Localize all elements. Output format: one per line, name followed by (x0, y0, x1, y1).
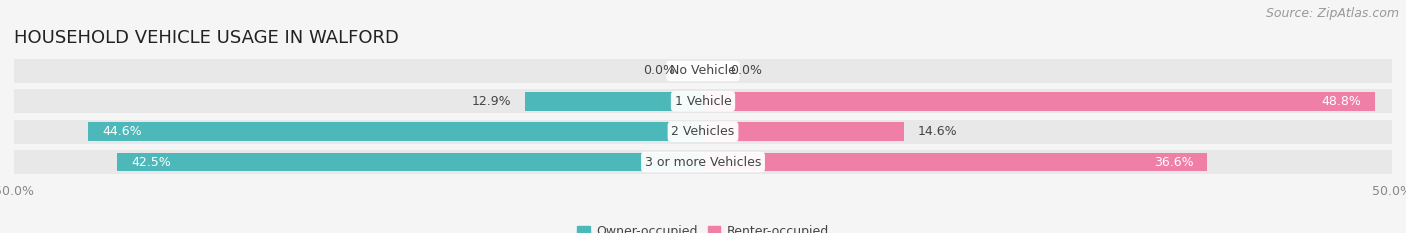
Text: 2 Vehicles: 2 Vehicles (672, 125, 734, 138)
Text: 1 Vehicle: 1 Vehicle (675, 95, 731, 108)
Bar (703, 153, 1208, 171)
Text: 42.5%: 42.5% (131, 155, 172, 168)
Text: Source: ZipAtlas.com: Source: ZipAtlas.com (1265, 7, 1399, 20)
Bar (117, 153, 703, 171)
Text: No Vehicle: No Vehicle (671, 65, 735, 78)
Bar (89, 122, 703, 141)
Text: 0.0%: 0.0% (644, 65, 675, 78)
Bar (14, 150, 1392, 174)
Text: 48.8%: 48.8% (1322, 95, 1361, 108)
Legend: Owner-occupied, Renter-occupied: Owner-occupied, Renter-occupied (572, 220, 834, 233)
Text: 36.6%: 36.6% (1154, 155, 1194, 168)
Text: HOUSEHOLD VEHICLE USAGE IN WALFORD: HOUSEHOLD VEHICLE USAGE IN WALFORD (14, 29, 399, 47)
Bar (526, 92, 703, 111)
Text: 44.6%: 44.6% (103, 125, 142, 138)
Bar (14, 120, 1392, 144)
Text: 3 or more Vehicles: 3 or more Vehicles (645, 155, 761, 168)
Text: 14.6%: 14.6% (918, 125, 957, 138)
Bar (703, 122, 904, 141)
Bar (703, 92, 1375, 111)
Bar (14, 89, 1392, 113)
Text: 0.0%: 0.0% (731, 65, 762, 78)
Bar (14, 59, 1392, 83)
Text: 12.9%: 12.9% (472, 95, 512, 108)
